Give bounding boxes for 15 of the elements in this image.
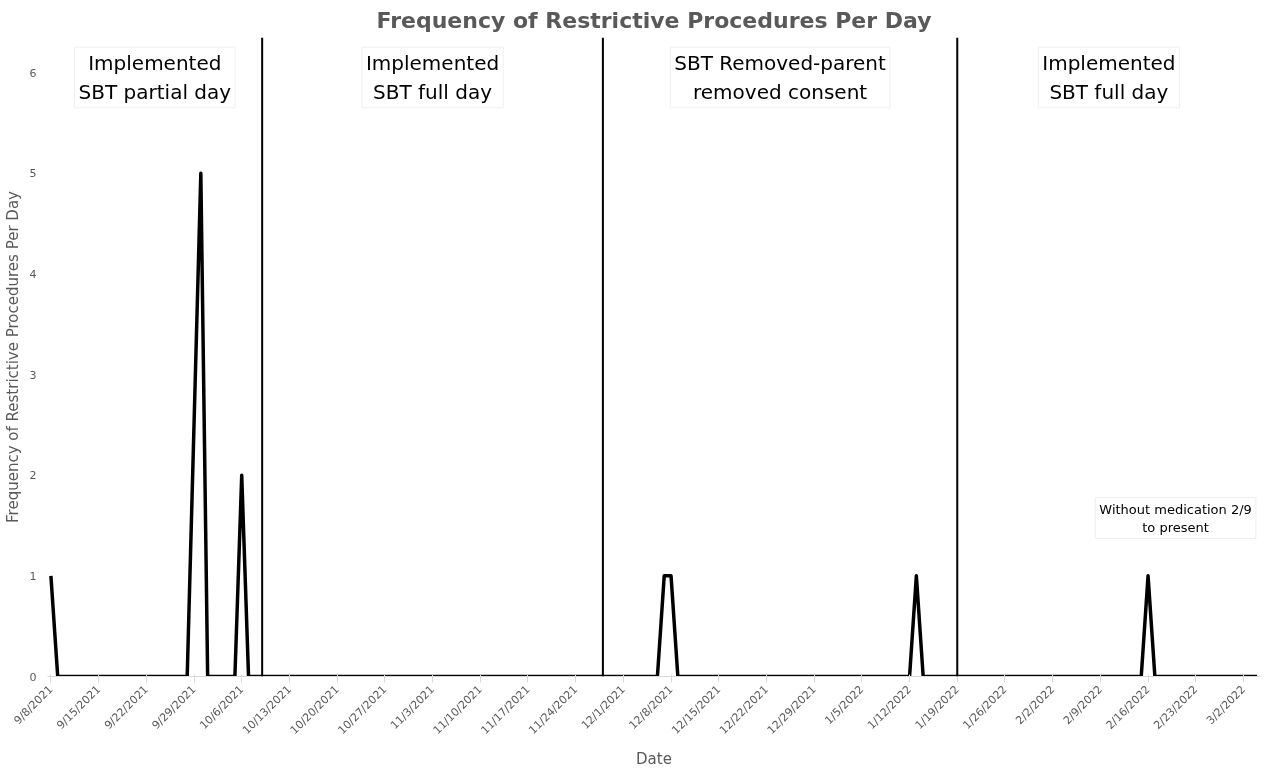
chart-title: Frequency of Restrictive Procedures Per Day [376,7,932,33]
y-tick-label: 3 [29,368,37,382]
x-axis-title: Date [636,749,672,768]
y-tick-label: 5 [29,167,37,181]
y-axis-title: Frequency of Restrictive Procedures Per Day [3,190,22,523]
annotation: Implemented SBT full day [365,51,500,104]
y-tick-label: 1 [29,569,37,583]
annotation: Implemented SBT full day [1042,51,1176,104]
y-tick-label: 0 [29,670,37,684]
y-tick-label: 2 [29,469,37,483]
annotation: SBT Removed-parent removed consent [674,51,887,104]
annotation: Implemented SBT partial day [78,51,232,104]
annotation: Without medication 2/9 to present [1099,501,1252,535]
y-tick-label: 4 [29,267,37,281]
y-tick-label: 6 [29,66,37,80]
